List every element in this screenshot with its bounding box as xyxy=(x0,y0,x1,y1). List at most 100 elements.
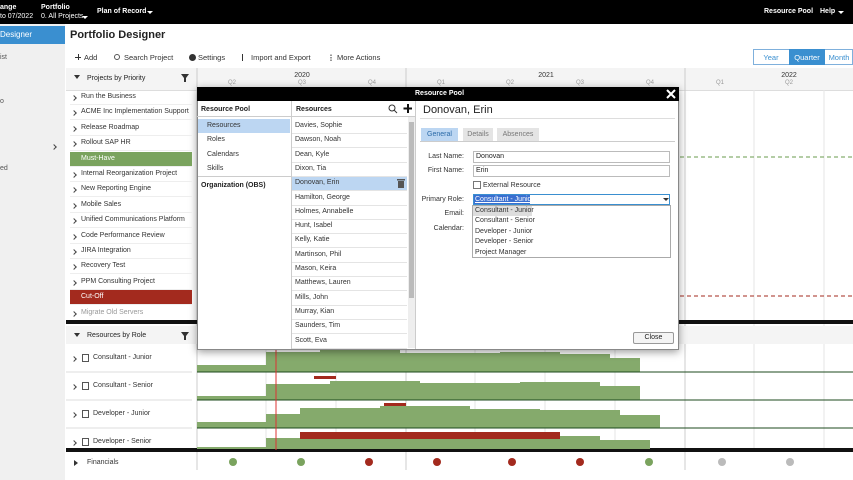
select-value: Consultant - Junior xyxy=(475,196,534,203)
project-row[interactable]: JIRA Integration xyxy=(81,247,131,254)
row-line xyxy=(70,196,192,197)
row-line xyxy=(292,233,407,234)
quarter-label: Q2 xyxy=(222,80,242,86)
role-row[interactable]: Developer - Senior xyxy=(93,438,151,445)
resource-item[interactable]: Holmes, Annabelle xyxy=(295,208,353,215)
resource-item[interactable]: Dawson, Noah xyxy=(295,136,341,143)
toolbar-button[interactable]: More Actions xyxy=(337,53,380,62)
row-line xyxy=(70,258,192,259)
row-line xyxy=(292,205,407,206)
modal-title: Resource Pool xyxy=(415,90,464,97)
project-row[interactable]: Mobile Sales xyxy=(81,201,121,208)
divider xyxy=(420,118,675,119)
resource-item[interactable]: Saunders, Tim xyxy=(295,322,340,329)
role-option[interactable]: Project Manager xyxy=(475,249,526,256)
role-option[interactable]: Consultant - Junior xyxy=(475,207,534,214)
nav-item[interactable]: Calendars xyxy=(207,151,239,158)
row-line xyxy=(292,333,407,334)
list-icons[interactable] xyxy=(388,104,412,114)
resource-item[interactable]: Matthews, Lauren xyxy=(295,279,351,286)
role-icon xyxy=(82,410,89,418)
role-row[interactable]: Consultant - Junior xyxy=(93,354,152,361)
quarter-label: Q3 xyxy=(570,80,590,86)
first-name-input[interactable] xyxy=(473,165,670,177)
row-line xyxy=(70,304,192,305)
role-option[interactable]: Developer - Junior xyxy=(475,228,532,235)
resource-item[interactable]: Martinson, Phil xyxy=(295,251,341,258)
year-label: 2021 xyxy=(526,72,566,79)
resource-item[interactable]: Hamilton, George xyxy=(295,194,350,201)
role-row[interactable]: Developer - Junior xyxy=(93,410,150,417)
row-line xyxy=(292,262,407,263)
quarter-label: Q4 xyxy=(362,80,382,86)
field-label: Primary Role: xyxy=(400,196,464,203)
project-row[interactable]: Rollout SAP HR xyxy=(81,139,131,146)
resource-item[interactable]: Dixon, Tia xyxy=(295,165,326,172)
project-row[interactable]: Code Performance Review xyxy=(81,232,165,239)
modal-close-x[interactable] xyxy=(666,89,676,99)
resource-item[interactable]: Donovan, Erin xyxy=(295,179,339,186)
resource-item[interactable]: Mills, John xyxy=(295,294,328,301)
project-row[interactable]: Migrate Old Servers xyxy=(81,309,143,316)
detail-name: Donovan, Erin xyxy=(423,104,493,116)
nav-item[interactable]: Roles xyxy=(207,136,225,143)
toolbar-button[interactable]: Settings xyxy=(198,53,225,62)
row-line xyxy=(70,243,192,244)
section-title: Projects by Priority xyxy=(87,75,145,82)
divider xyxy=(291,101,292,349)
project-row[interactable]: PPM Consulting Project xyxy=(81,278,155,285)
row-line xyxy=(292,276,407,277)
row-line xyxy=(292,319,407,320)
row-line xyxy=(292,133,407,134)
resource-item[interactable]: Mason, Keira xyxy=(295,265,336,272)
field-label: Calendar: xyxy=(400,225,464,232)
section-title: Resources by Role xyxy=(87,332,146,339)
quarter-label: Q1 xyxy=(710,80,730,86)
view-toggle-button[interactable]: Quarter xyxy=(789,53,825,62)
toolbar-button[interactable]: Import and Export xyxy=(251,53,311,62)
row-line xyxy=(70,119,192,120)
role-row[interactable]: Consultant - Senior xyxy=(93,382,153,389)
row-line xyxy=(292,290,407,291)
project-row[interactable]: Internal Reorganization Project xyxy=(81,170,177,177)
resource-item[interactable]: Murray, Kian xyxy=(295,308,334,315)
nav-item[interactable]: Resources xyxy=(207,122,240,129)
project-row[interactable]: Run the Business xyxy=(81,93,136,100)
field-label: Email: xyxy=(400,210,464,217)
resource-item[interactable]: Hunt, Isabel xyxy=(295,222,332,229)
divider xyxy=(420,141,675,142)
checkbox-label: External Resource xyxy=(483,182,541,189)
row-line xyxy=(70,273,192,274)
view-toggle-button[interactable]: Month xyxy=(825,53,853,62)
resource-item[interactable]: Kelly, Katie xyxy=(295,236,330,243)
view-toggle-button[interactable]: Year xyxy=(753,53,789,62)
project-row[interactable]: ACME Inc Implementation Support xyxy=(81,108,189,115)
role-option[interactable]: Consultant - Senior xyxy=(475,217,535,224)
nav-item[interactable]: Skills xyxy=(207,165,223,172)
divider xyxy=(198,176,291,177)
external-checkbox[interactable] xyxy=(473,181,481,189)
project-row[interactable]: New Reporting Engine xyxy=(81,185,151,192)
field-value: Donovan xyxy=(476,153,504,160)
role-icon xyxy=(82,354,89,362)
toolbar-button[interactable]: Add xyxy=(84,53,97,62)
more-icon xyxy=(330,54,332,61)
resource-item[interactable]: Dean, Kyle xyxy=(295,151,329,158)
resource-item[interactable]: Scott, Eva xyxy=(295,337,327,344)
select-arrow xyxy=(663,198,669,201)
nav-org[interactable]: Organization (OBS) xyxy=(201,182,266,189)
role-option[interactable]: Developer - Senior xyxy=(475,238,533,245)
quarter-label: Q4 xyxy=(640,80,660,86)
project-row[interactable]: Release Roadmap xyxy=(81,124,139,131)
row-line xyxy=(70,104,192,105)
project-row[interactable]: Unified Communications Platform xyxy=(81,216,185,223)
project-row[interactable]: Recovery Test xyxy=(81,262,125,269)
role-icon xyxy=(82,382,89,390)
resource-item[interactable]: Davies, Sophie xyxy=(295,122,342,129)
toolbar-button[interactable]: Search Project xyxy=(124,53,173,62)
row-line xyxy=(292,162,407,163)
close-label: Close xyxy=(633,334,674,341)
list-header: Resources xyxy=(296,106,332,113)
delete-icon[interactable] xyxy=(397,179,405,188)
